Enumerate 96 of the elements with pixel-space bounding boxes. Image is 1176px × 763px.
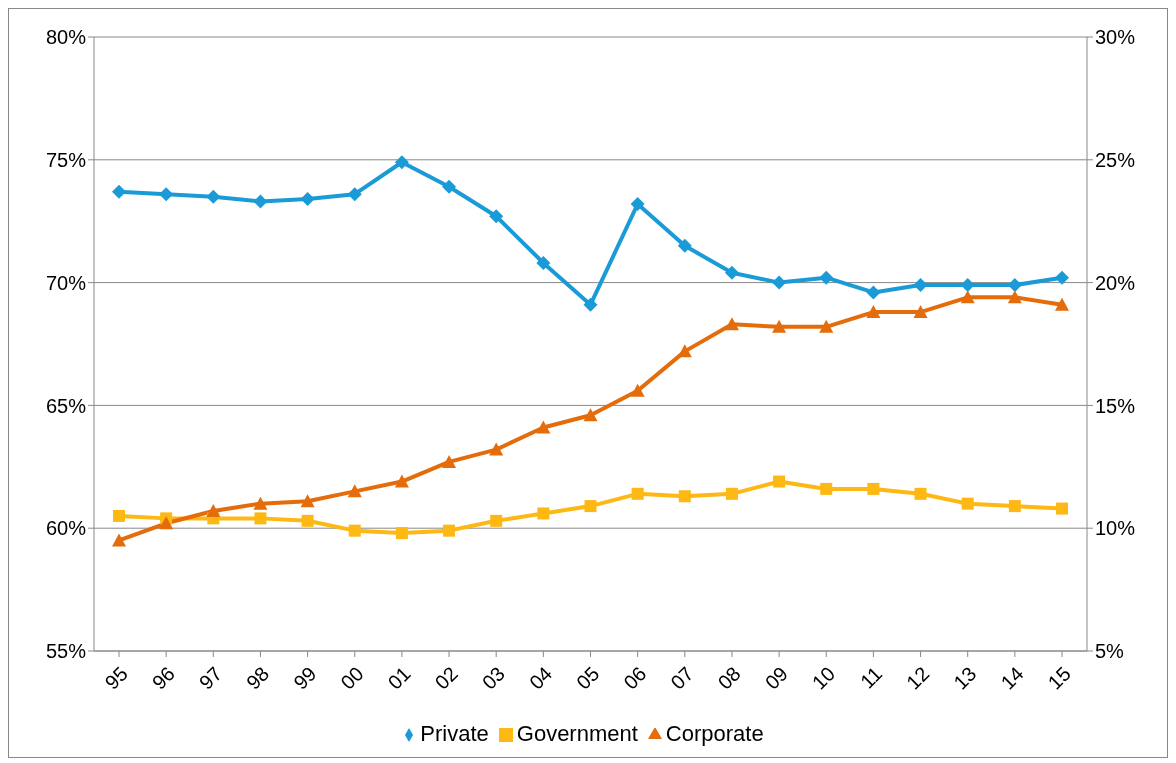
x-tick-label: 13 bbox=[949, 662, 981, 694]
legend-label: Corporate bbox=[665, 721, 764, 746]
point bbox=[112, 184, 126, 199]
x-tick-label: 99 bbox=[289, 662, 321, 694]
point bbox=[301, 514, 314, 527]
point bbox=[442, 454, 457, 468]
point bbox=[112, 533, 126, 547]
point bbox=[819, 270, 834, 285]
point bbox=[630, 197, 645, 212]
point bbox=[395, 527, 408, 540]
point bbox=[443, 524, 456, 537]
point bbox=[820, 482, 833, 495]
x-tick-label: 10 bbox=[807, 662, 840, 694]
x-tick-label: 00 bbox=[336, 662, 368, 694]
x-tick-label: 12 bbox=[902, 662, 934, 694]
y-tick-label: 80% bbox=[45, 26, 87, 49]
x-tick-label: 06 bbox=[619, 662, 651, 694]
point bbox=[724, 265, 739, 280]
legend-label: Private bbox=[420, 721, 489, 746]
y-tick-label: 75% bbox=[45, 148, 87, 171]
y2-tick-label: 15% bbox=[1095, 394, 1136, 417]
x-tick-label: 07 bbox=[666, 662, 698, 694]
y-tick-label: 60% bbox=[45, 517, 87, 540]
x-tick-label: 14 bbox=[996, 662, 1028, 694]
point bbox=[583, 408, 598, 422]
x-tick-label: 11 bbox=[856, 662, 887, 693]
point bbox=[1056, 502, 1068, 515]
point bbox=[866, 285, 881, 300]
point bbox=[914, 487, 927, 500]
y2-tick-label: 30% bbox=[1095, 26, 1136, 49]
x-tick-label: 04 bbox=[524, 662, 557, 694]
point bbox=[1055, 270, 1069, 285]
x-tick-label: 96 bbox=[147, 662, 180, 694]
y2-tick-label: 20% bbox=[1095, 271, 1136, 294]
point bbox=[347, 484, 362, 498]
x-tick-label: 09 bbox=[760, 662, 792, 694]
point bbox=[159, 187, 174, 202]
point bbox=[253, 496, 268, 510]
point bbox=[630, 383, 645, 397]
point bbox=[347, 187, 362, 202]
point bbox=[961, 497, 974, 510]
point bbox=[1008, 500, 1021, 513]
y2-tick-label: 25% bbox=[1095, 148, 1136, 171]
point bbox=[1007, 290, 1022, 304]
point bbox=[678, 490, 691, 503]
point bbox=[536, 420, 551, 434]
point bbox=[206, 504, 221, 518]
point bbox=[913, 278, 928, 293]
point bbox=[724, 317, 739, 331]
point bbox=[489, 442, 504, 456]
x-tick-label: 98 bbox=[242, 662, 274, 694]
y-tick-label: 70% bbox=[45, 271, 87, 294]
point bbox=[442, 179, 457, 194]
x-tick-label: 05 bbox=[572, 662, 604, 694]
point bbox=[489, 209, 504, 224]
point bbox=[584, 500, 597, 513]
point bbox=[866, 305, 881, 319]
point bbox=[490, 514, 503, 527]
x-tick-label: 02 bbox=[430, 662, 462, 694]
y2-tick-label: 10% bbox=[1095, 517, 1136, 540]
point bbox=[536, 255, 551, 270]
point bbox=[867, 482, 880, 495]
point bbox=[677, 238, 692, 253]
point bbox=[394, 474, 409, 488]
point bbox=[819, 319, 834, 333]
point bbox=[394, 155, 409, 170]
point bbox=[253, 194, 268, 209]
point bbox=[960, 290, 975, 304]
x-tick-label: 08 bbox=[713, 662, 745, 694]
point bbox=[300, 494, 315, 508]
point bbox=[206, 189, 221, 204]
point bbox=[677, 344, 692, 358]
point bbox=[772, 319, 787, 333]
point bbox=[254, 512, 267, 525]
point bbox=[348, 524, 361, 537]
point bbox=[159, 516, 174, 530]
y-tick-label: 55% bbox=[45, 640, 87, 663]
point bbox=[113, 509, 125, 522]
point bbox=[583, 297, 598, 312]
point bbox=[725, 487, 738, 500]
x-tick-label: 15 bbox=[1043, 662, 1075, 694]
point bbox=[913, 305, 928, 319]
point bbox=[773, 475, 786, 488]
point bbox=[1055, 297, 1069, 311]
x-tick-label: 01 bbox=[383, 662, 415, 694]
point bbox=[960, 278, 975, 293]
x-tick-label: 03 bbox=[477, 662, 510, 694]
point bbox=[772, 275, 787, 290]
legend-label: Government bbox=[516, 721, 638, 746]
point bbox=[631, 487, 644, 500]
point bbox=[537, 507, 550, 520]
y2-tick-label: 5% bbox=[1095, 640, 1125, 663]
y-tick-label: 65% bbox=[45, 394, 87, 417]
x-tick-label: 95 bbox=[100, 662, 132, 694]
point bbox=[300, 192, 315, 207]
x-tick-label: 97 bbox=[194, 662, 227, 694]
